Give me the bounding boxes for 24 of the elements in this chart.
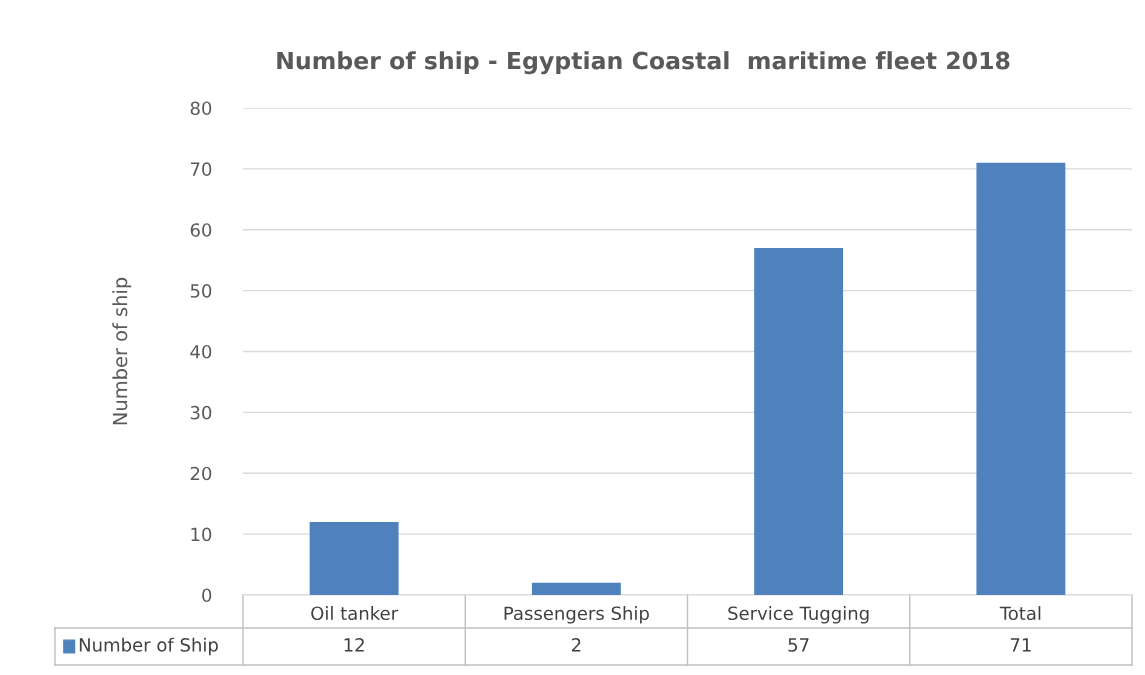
x-tick-label: Oil tanker [311,606,399,621]
y-tick-label: 20 [190,466,212,481]
bar [976,162,1066,595]
bar [309,521,399,595]
data-label: 71 [1010,638,1031,652]
y-tick-label: 80 [190,101,212,116]
y-tick-label: 10 [191,527,212,542]
data-label: 2 [571,638,581,652]
bar [531,582,621,595]
chart-title: Number of ship - Egyptian Coastal maritime fleet 2018 [277,51,1010,75]
legend-label: Number of Ship [79,637,218,656]
y-tick-label: 30 [190,405,212,420]
data-label: 57 [788,638,809,652]
y-tick-label: 60 [190,223,212,237]
x-tick-label: Total [999,606,1041,621]
data-label: 12 [344,638,364,652]
y-tick-label: 0 [202,588,212,603]
y-axis-title: Number of ship [112,277,132,425]
y-tick-label: 50 [190,284,212,298]
y-tick-label: 40 [190,344,212,359]
x-tick-label: Service Tugging [728,606,869,624]
bar [754,248,844,595]
y-tick-label: 70 [190,162,212,176]
x-tick-label: Passengers Ship [504,606,649,624]
